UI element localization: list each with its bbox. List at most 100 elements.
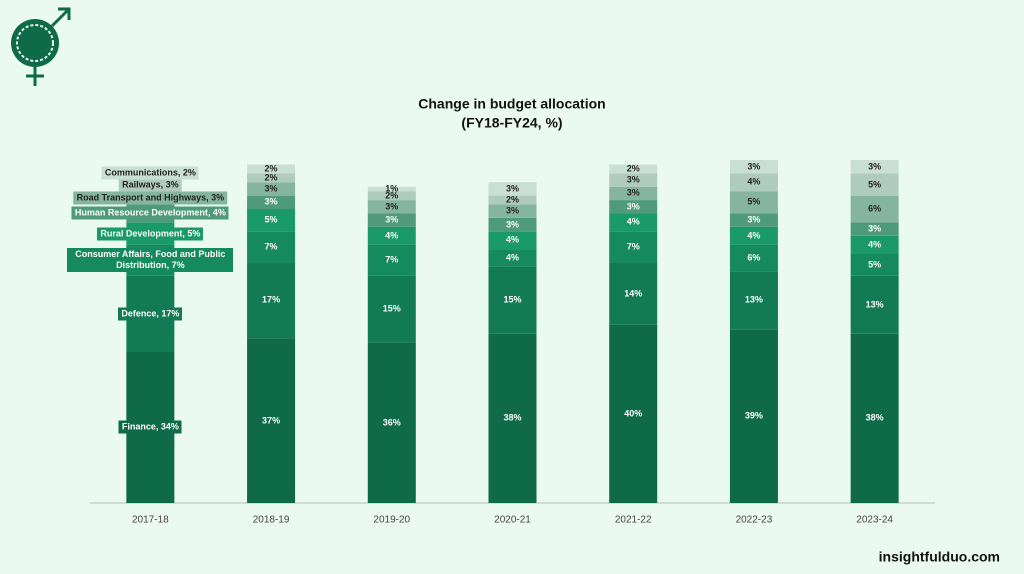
value-label: 7% [264, 241, 278, 252]
value-label: Consumer Affairs, Food and Public Distri… [67, 248, 234, 273]
value-label: 3% [868, 161, 882, 172]
bar-segment [367, 275, 416, 343]
value-label: 3% [626, 174, 640, 185]
bar-segment [729, 213, 778, 227]
value-label: 4% [505, 234, 520, 245]
value-label: 7% [626, 241, 640, 252]
bar-segment [729, 226, 778, 245]
value-label: 1% [385, 183, 399, 194]
value-label: 4% [868, 239, 882, 250]
value-label: Defence, 17% [118, 307, 183, 321]
x-tick-label: 2019-20 [373, 515, 410, 526]
logo [11, 7, 71, 86]
value-label: 13% [744, 294, 763, 305]
watermark: insightfulduo.com [879, 549, 1000, 565]
value-label: 40% [624, 408, 643, 419]
value-label: 17% [262, 294, 281, 305]
value-label: 3% [747, 214, 761, 225]
value-label: 15% [503, 294, 522, 305]
chart-title: Change in budget allocation [418, 96, 605, 112]
bar-segment [247, 195, 296, 209]
value-label: 7% [385, 254, 399, 265]
value-label: 5% [868, 259, 882, 270]
x-tick-label: 2020-21 [494, 515, 531, 526]
value-label: 2% [505, 194, 520, 205]
value-label: 3% [385, 201, 399, 212]
x-tick-label: 2022-23 [736, 515, 773, 526]
bar-segment [367, 186, 416, 192]
bar-segment [729, 173, 778, 192]
value-label: Road Transport and Highways, 3% [73, 191, 228, 205]
value-label: 4% [505, 252, 520, 263]
bar-segment [367, 342, 416, 503]
value-label: 3% [505, 219, 520, 230]
value-label: 3% [747, 161, 761, 172]
bar-segment [488, 333, 537, 503]
value-label: 39% [744, 410, 763, 421]
bar-segment [850, 173, 899, 196]
bar-segment [247, 231, 296, 263]
value-label: 4% [626, 216, 640, 227]
value-label: 3% [505, 205, 520, 216]
x-tick-label: 2017-18 [132, 515, 169, 526]
bar-segment [488, 182, 537, 196]
bar-segment [850, 160, 899, 174]
bar-segment [367, 213, 416, 227]
value-label: 13% [865, 299, 884, 310]
value-label: 5% [747, 196, 761, 207]
value-label: 2% [385, 190, 399, 201]
value-label: 3% [264, 196, 278, 207]
value-label: 3% [626, 187, 640, 198]
value-label: 4% [385, 230, 399, 241]
bar-segment [850, 275, 899, 334]
bar-segment [729, 271, 778, 330]
value-label: 3% [505, 183, 520, 194]
bar-segment [609, 213, 658, 232]
bar-segment [850, 333, 899, 503]
bar-segment [609, 173, 658, 187]
value-label: 2% [264, 163, 278, 174]
bar-segment [247, 262, 296, 339]
bar-segment [367, 200, 416, 214]
bar-segment [609, 324, 658, 503]
bar-segment [247, 173, 296, 183]
bar-segment [488, 231, 537, 250]
bar-segment [488, 266, 537, 334]
value-label: Rural Development, 5% [97, 227, 204, 240]
bar-segment [609, 200, 658, 214]
bar-segment [488, 249, 537, 267]
bar-segment [247, 182, 296, 196]
bar-segment [488, 204, 537, 218]
bar-segment [850, 253, 899, 276]
value-label: 5% [868, 179, 882, 189]
bar-segment [247, 164, 296, 174]
value-label: Railways, 3% [119, 178, 182, 191]
bar-segment [729, 191, 778, 214]
bar-segment [609, 186, 658, 201]
value-label: 37% [262, 415, 281, 426]
value-label: Communications, 2% [101, 166, 199, 180]
value-label: Finance, 34% [118, 420, 182, 434]
value-label: 6% [747, 252, 761, 263]
bar-segment [367, 244, 416, 276]
value-label: 38% [503, 412, 522, 423]
value-label: 5% [264, 214, 278, 225]
value-label: 2% [626, 163, 640, 174]
bar-segment [850, 222, 899, 236]
bar-segment [850, 195, 899, 223]
value-label: 3% [385, 214, 399, 225]
bar-segment [367, 191, 416, 201]
bar-segment [247, 338, 296, 503]
value-label: 38% [865, 412, 884, 423]
bar-segment [247, 209, 296, 232]
x-tick-label: 2021-22 [615, 515, 652, 526]
value-label: 3% [626, 201, 640, 212]
bar-segment [488, 217, 537, 232]
value-label: 4% [747, 230, 761, 241]
bar-segment [729, 160, 778, 174]
value-label: 4% [747, 176, 761, 187]
value-label: 2% [264, 172, 278, 183]
bar-segment [609, 262, 658, 325]
